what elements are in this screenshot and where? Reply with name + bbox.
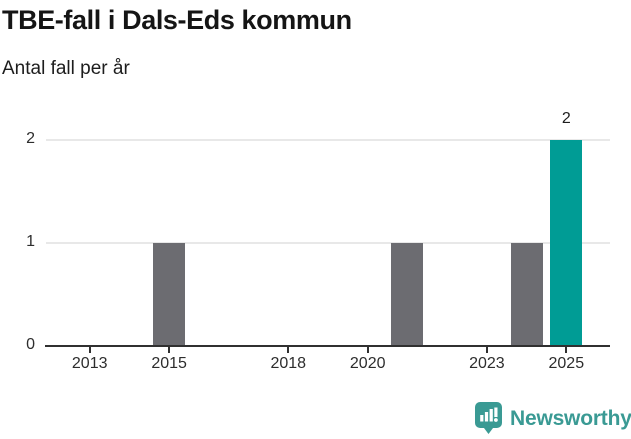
x-axis-tick-2018 — [287, 347, 290, 353]
bar-2015 — [153, 242, 186, 346]
x-axis-tick-label: 2015 — [151, 355, 187, 372]
x-axis-line — [45, 345, 610, 347]
x-axis-tick-label: 2020 — [349, 355, 386, 372]
x-axis-tick-2023 — [485, 347, 488, 353]
newsworthy-logo[interactable]: Newsworthy — [474, 401, 631, 436]
bar-2024 — [510, 242, 543, 346]
x-axis-tick-label: 2018 — [270, 355, 307, 372]
x-axis-tick-2020 — [366, 347, 369, 353]
bar-2025 — [550, 139, 583, 346]
chart-subtitle: Antal fall per år — [2, 58, 130, 79]
gridline-y-1 — [46, 241, 610, 244]
x-axis-tick-2013 — [88, 347, 91, 353]
newsworthy-logo-icon — [475, 402, 502, 434]
bar-chart-plot: 0 1 2 2 2013 2015 2018 2020 2023 2025 — [26, 109, 610, 372]
bar-2021 — [391, 242, 424, 346]
x-axis-tick-label: 2025 — [548, 355, 585, 372]
x-axis-tick-label: 2013 — [71, 355, 108, 372]
bar-value-label-2025: 2 — [561, 109, 571, 127]
newsworthy-wordmark: Newsworthy — [510, 406, 631, 430]
x-axis-tick-2025 — [565, 347, 568, 353]
x-axis-tick-label: 2023 — [469, 355, 505, 372]
y-axis-tick-label: 2 — [26, 129, 35, 147]
y-axis-tick-label: 0 — [26, 336, 35, 353]
gridline-y-2 — [46, 138, 610, 141]
chart-title: TBE-fall i Dals-Eds kommun — [2, 5, 352, 35]
y-axis-tick-label: 1 — [26, 232, 35, 250]
x-axis-tick-2015 — [168, 347, 171, 353]
